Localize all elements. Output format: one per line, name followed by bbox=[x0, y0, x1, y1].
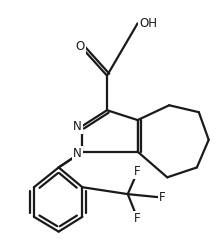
Text: F: F bbox=[134, 165, 141, 178]
Text: OH: OH bbox=[140, 17, 158, 30]
Text: N: N bbox=[73, 147, 82, 160]
Text: F: F bbox=[134, 212, 141, 225]
Text: N: N bbox=[73, 119, 82, 133]
Text: O: O bbox=[76, 40, 85, 52]
Text: F: F bbox=[159, 191, 166, 204]
